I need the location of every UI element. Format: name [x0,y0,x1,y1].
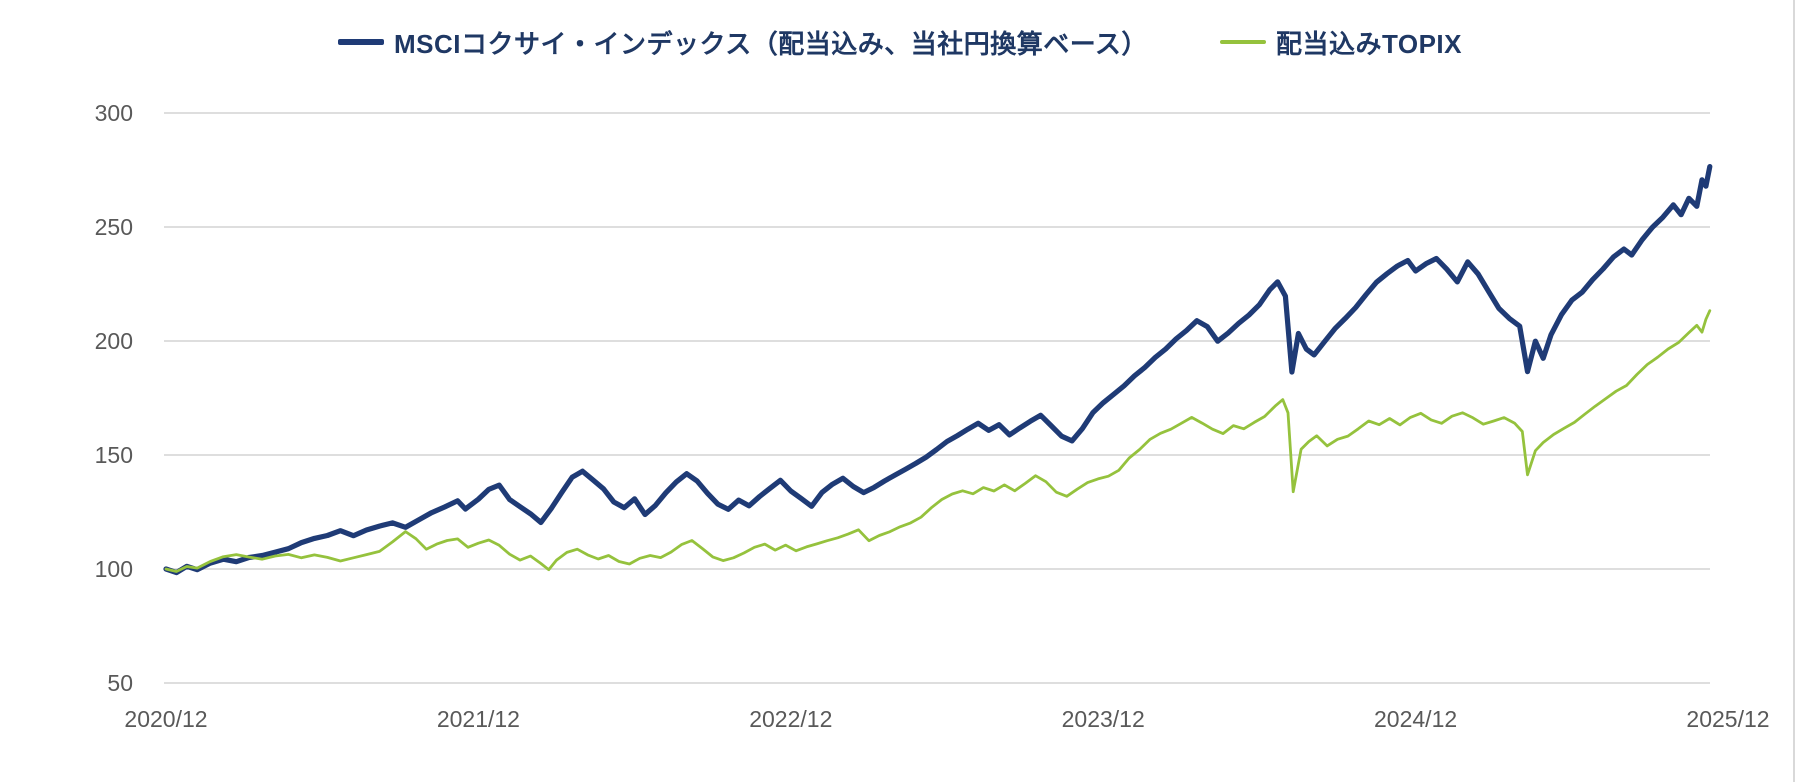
legend-item-msci-kokusai: MSCIコクサイ・インデックス（配当込み、当社円換算ベース） [338,24,1148,61]
x-tick-label-2024-12: 2024/12 [1374,706,1457,732]
y-tick-label-100: 100 [95,556,133,582]
x-tick-label-2020-12: 2020/12 [124,706,207,732]
legend-label-topix: 配当込みTOPIX [1275,28,1462,59]
x-tick-label-2022-12: 2022/12 [749,706,832,732]
x-tick-label-2021-12: 2021/12 [437,706,520,732]
legend-line-marker-msci [338,39,385,45]
x-tick-label-2025-12: 2025/12 [1686,706,1769,732]
legend-label-msci: MSCIコクサイ・インデックス（配当込み、当社円換算ベース） [394,28,1148,59]
x-tick-label-2023-12: 2023/12 [1062,706,1145,732]
y-tick-label-200: 200 [95,328,133,354]
chart-legend: MSCIコクサイ・インデックス（配当込み、当社円換算ベース） 配当込みTOPIX [0,0,1800,84]
y-tick-label-300: 300 [95,100,133,126]
series-line-msci-kokusai [163,164,1713,576]
y-tick-label-250: 250 [95,214,133,240]
y-tick-label-150: 150 [95,442,133,468]
legend-item-topix: 配当込みTOPIX [1219,24,1462,61]
y-tick-label-50: 50 [107,670,133,696]
legend-line-marker-topix [1219,40,1266,44]
series-line-topix [164,309,1712,573]
